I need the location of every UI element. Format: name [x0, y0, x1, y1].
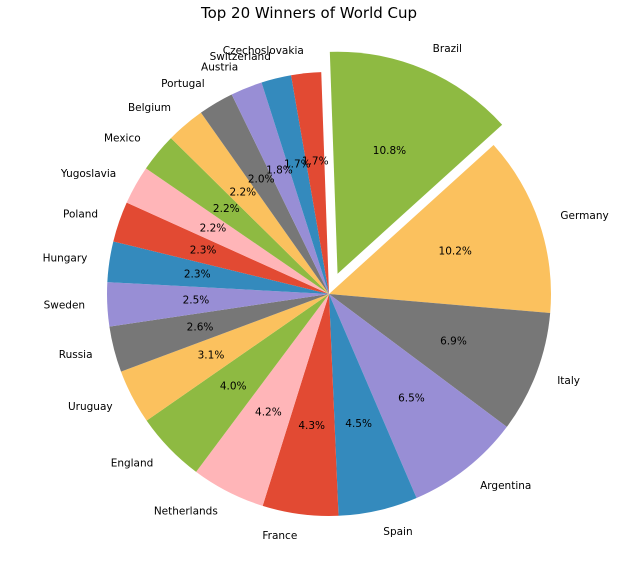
slice-pct-austria: 1.8%: [266, 164, 293, 176]
slice-pct-yugoslavia: 2.2%: [200, 223, 227, 235]
slice-label-uruguay: Uruguay: [68, 401, 113, 413]
slice-yugoslavia: [126, 168, 329, 294]
slice-pct-germany: 10.2%: [439, 245, 472, 257]
slice-label-belgium: Belgium: [128, 102, 171, 114]
slice-label-poland: Poland: [63, 208, 98, 220]
slice-sweden: [107, 282, 329, 327]
slice-pct-brazil: 10.8%: [373, 145, 406, 157]
slice-label-brazil: Brazil: [433, 43, 462, 55]
pie-slices: [107, 51, 551, 516]
slice-netherlands: [196, 294, 329, 506]
slice-label-france: France: [262, 530, 297, 542]
slice-label-mexico: Mexico: [104, 133, 141, 145]
slice-pct-italy: 6.9%: [440, 335, 467, 347]
slice-pct-hungary: 2.3%: [184, 269, 211, 281]
slice-brazil: [329, 51, 503, 274]
slice-label-portugal: Portugal: [161, 78, 205, 90]
slice-pct-mexico: 2.2%: [213, 203, 240, 215]
slice-pct-france: 4.3%: [298, 420, 325, 432]
slice-pct-spain: 4.5%: [345, 418, 372, 430]
slice-label-switzerland: Switzerland: [210, 51, 271, 63]
slice-label-russia: Russia: [59, 349, 93, 361]
slice-pct-poland: 2.3%: [190, 245, 217, 257]
slice-pct-uruguay: 3.1%: [198, 350, 225, 362]
slice-belgium: [170, 112, 329, 294]
slice-pct-czechoslovakia: 1.7%: [302, 156, 329, 168]
slice-czechoslovakia: [291, 72, 329, 294]
slice-label-netherlands: Netherlands: [154, 505, 218, 517]
slice-austria: [231, 82, 329, 294]
slice-argentina: [329, 294, 507, 499]
slice-label-germany: Germany: [560, 210, 608, 222]
slice-england: [146, 294, 329, 472]
slice-label-italy: Italy: [557, 375, 580, 387]
slice-pct-sweden: 2.5%: [183, 294, 210, 306]
slice-germany: [329, 145, 551, 314]
slice-hungary: [107, 241, 330, 294]
slice-label-yugoslavia: Yugoslavia: [60, 168, 116, 180]
slice-pct-netherlands: 4.2%: [255, 407, 282, 419]
slice-france: [262, 294, 339, 516]
pie-labels: Brazil 10.8% Germany 10.2% Italy 6.9% Argentin…: [43, 43, 609, 542]
slice-label-sweden: Sweden: [44, 299, 86, 311]
slice-mexico: [145, 138, 329, 294]
slice-pct-switzerland: 1.7%: [284, 159, 311, 171]
slice-uruguay: [121, 294, 330, 421]
slice-label-austria: Austria: [201, 61, 238, 73]
slice-spain: [329, 294, 417, 516]
slice-pct-argentina: 6.5%: [398, 393, 425, 405]
slice-poland: [113, 202, 329, 294]
slice-label-argentina: Argentina: [480, 480, 531, 492]
slice-switzerland: [261, 75, 329, 294]
slice-label-england: England: [111, 458, 154, 470]
chart-title: Top 20 Winners of World Cup: [200, 4, 418, 22]
slice-portugal: [200, 94, 329, 295]
slice-label-spain: Spain: [383, 526, 412, 538]
slice-pct-england: 4.0%: [220, 381, 247, 393]
slice-italy: [329, 294, 551, 427]
slice-pct-belgium: 2.2%: [229, 186, 256, 198]
slice-pct-russia: 2.6%: [187, 321, 214, 333]
slice-russia: [109, 294, 329, 372]
slice-label-hungary: Hungary: [43, 252, 88, 264]
slice-pct-portugal: 2.0%: [248, 173, 275, 185]
slice-label-czechoslovakia: Czechoslovakia: [223, 45, 304, 57]
